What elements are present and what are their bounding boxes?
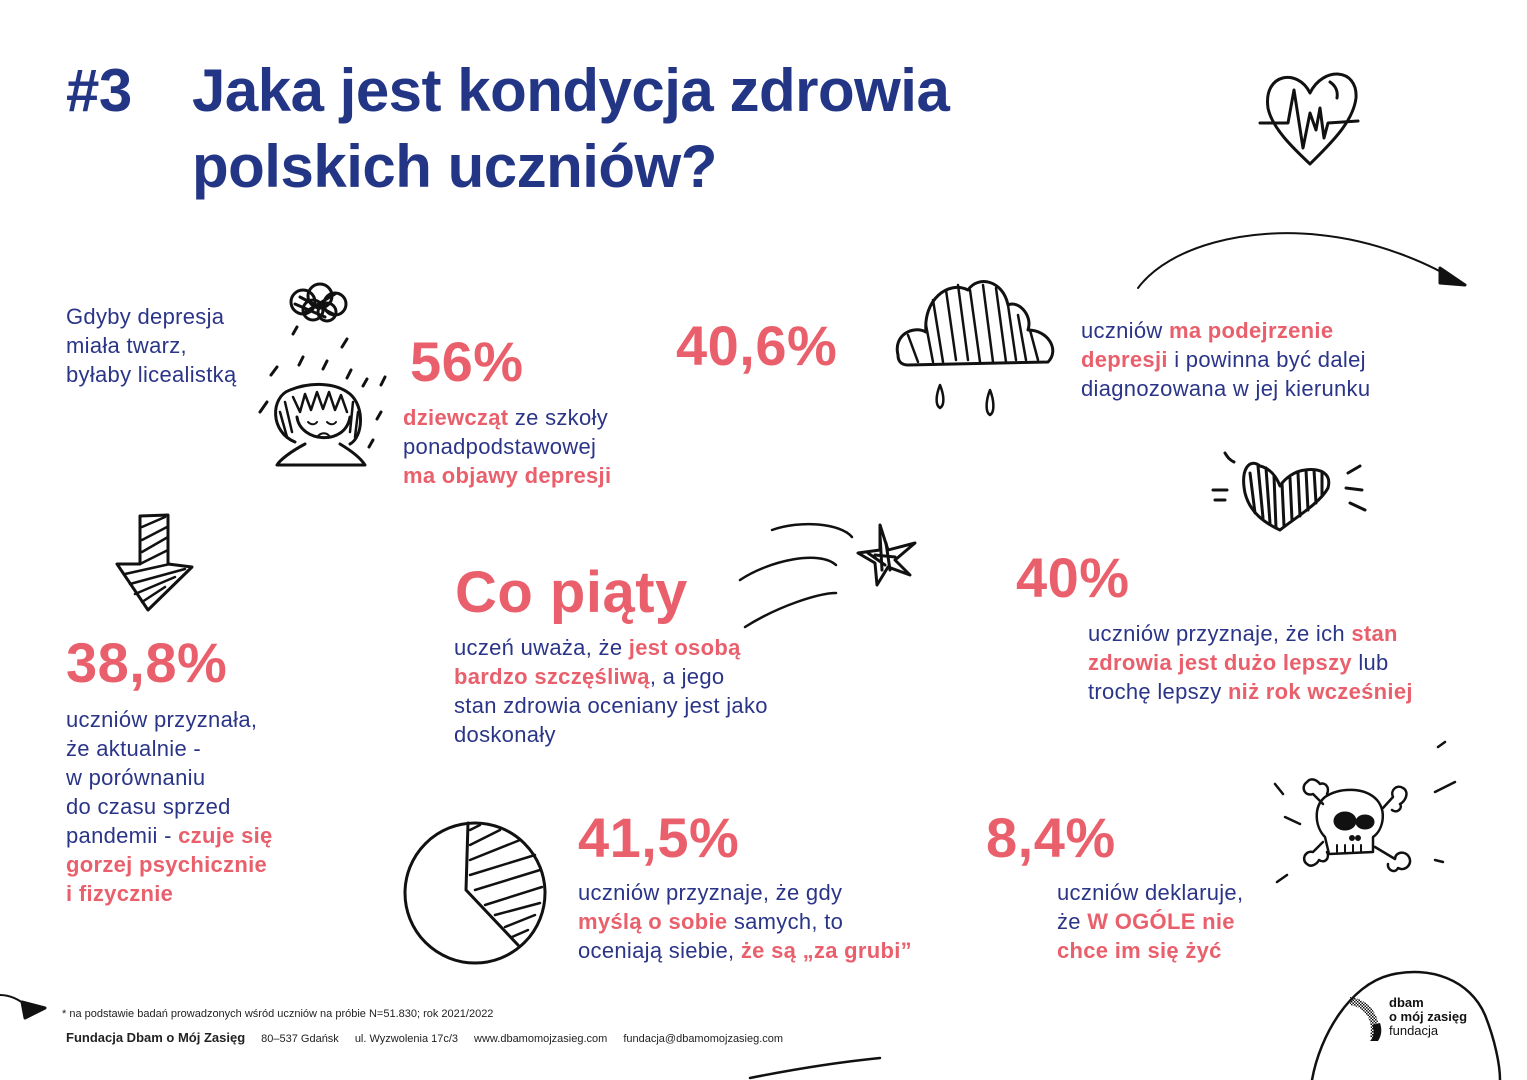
highlight: bardzo szczęśliwą bbox=[454, 664, 650, 689]
decorative-curve bbox=[748, 1056, 882, 1080]
intro-line: byłaby licealistką bbox=[66, 362, 237, 387]
text: że bbox=[1057, 909, 1088, 934]
logo-mark-icon bbox=[1350, 997, 1382, 1041]
skull-crossbones-icon bbox=[1273, 740, 1457, 884]
rain-cloud-icon bbox=[895, 280, 1055, 417]
logo-line: o mój zasięg bbox=[1389, 1009, 1468, 1024]
text: doskonały bbox=[454, 722, 556, 747]
sad-girl-icon bbox=[258, 282, 387, 467]
text: uczniów bbox=[1081, 318, 1169, 343]
highlight: czuje się bbox=[178, 823, 273, 848]
text: trochę lepszy bbox=[1088, 679, 1228, 704]
stat-body-value: 41,5% bbox=[578, 806, 740, 869]
footnote: * na podstawie badań prowadzonych wśród … bbox=[62, 1008, 494, 1020]
stat-life-desc: uczniów deklaruje, że W OGÓLE nie chce i… bbox=[1057, 878, 1243, 965]
stat-girls-value: 56% bbox=[410, 330, 524, 393]
footer-org: Fundacja Dbam o Mój Zasięg bbox=[66, 1030, 246, 1045]
logo-text: dbam o mój zasięg fundacja bbox=[1389, 996, 1467, 1038]
highlight: ma podejrzenie bbox=[1169, 318, 1334, 343]
footer-website-link[interactable]: www.dbamomojzasieg.com bbox=[474, 1033, 608, 1045]
stat-happy-value: Co piąty bbox=[455, 560, 688, 625]
highlight: gorzej psychicznie bbox=[66, 852, 268, 877]
footer-bar: Fundacja Dbam o Mój Zasięg 80–537 Gdańsk… bbox=[66, 1030, 783, 1045]
text: uczniów przyznaje, że ich bbox=[1088, 621, 1352, 646]
stat-body-desc: uczniów przyznaje, że gdy myślą o sobie … bbox=[578, 878, 912, 965]
highlight: że są „za grubi” bbox=[740, 938, 912, 963]
highlight: niż rok wcześniej bbox=[1227, 679, 1413, 704]
decorative-curve bbox=[1310, 970, 1502, 1080]
pie-chart-icon bbox=[403, 821, 547, 965]
text: uczniów przyznała, bbox=[66, 707, 258, 732]
text: pandemii - bbox=[66, 823, 179, 848]
intro-line: Gdyby depresja bbox=[66, 304, 225, 329]
highlight: jest osobą bbox=[628, 635, 741, 660]
stat-depression-desc: uczniów ma podejrzenie depresji i powinn… bbox=[1081, 316, 1370, 403]
text: ze szkoły bbox=[508, 405, 608, 430]
highlight: myślą o sobie bbox=[578, 909, 728, 934]
highlight: chce im się żyć bbox=[1057, 938, 1222, 963]
text: do czasu sprzed bbox=[66, 794, 231, 819]
curved-arrow-icon bbox=[1137, 232, 1467, 289]
text: diagnozowana w jej kierunku bbox=[1081, 376, 1371, 401]
text: w porównaniu bbox=[66, 765, 206, 790]
text: oceniają siebie, bbox=[578, 938, 741, 963]
stat-better-value: 40% bbox=[1016, 546, 1130, 609]
section-number: #3 bbox=[66, 57, 132, 124]
page-title-line1: Jaka jest kondycja zdrowia bbox=[192, 57, 950, 124]
logo-line: dbam bbox=[1389, 995, 1424, 1010]
text: że aktualnie - bbox=[66, 736, 202, 761]
text: uczniów deklaruje, bbox=[1057, 880, 1244, 905]
logo-mark bbox=[1348, 995, 1393, 1043]
highlight: ma objawy depresji bbox=[403, 463, 612, 488]
stat-better-desc: uczniów przyznaje, że ich stan zdrowia j… bbox=[1088, 619, 1413, 706]
intro-line: miała twarz, bbox=[66, 333, 187, 358]
highlight: stan bbox=[1351, 621, 1398, 646]
stat-life-value: 8,4% bbox=[986, 806, 1116, 869]
stat-depression-value: 40,6% bbox=[676, 314, 838, 377]
highlight: i fizycznie bbox=[66, 881, 174, 906]
text: uczeń uważa, że bbox=[454, 635, 629, 660]
stat-worse-value: 38,8% bbox=[66, 631, 228, 694]
highlight: W OGÓLE nie bbox=[1087, 909, 1235, 934]
text: lub bbox=[1351, 650, 1389, 675]
text: i powinna być dalej bbox=[1167, 347, 1366, 372]
text: , a jego bbox=[649, 664, 725, 689]
stat-happy-desc: uczeń uważa, że jest osobą bardzo szczęś… bbox=[454, 633, 768, 749]
logo-line: fundacja bbox=[1389, 1023, 1439, 1038]
text: ponadpodstawowej bbox=[403, 434, 597, 459]
highlight: depresji bbox=[1081, 347, 1168, 372]
highlight: dziewcząt bbox=[403, 405, 509, 430]
text: samych, to bbox=[727, 909, 844, 934]
small-arrow-icon bbox=[0, 994, 47, 1020]
highlight: zdrowia jest dużo lepszy bbox=[1088, 650, 1352, 675]
intro-text: Gdyby depresja miała twarz, byłaby licea… bbox=[66, 302, 236, 389]
footer-postal: 80–537 Gdańsk bbox=[261, 1033, 339, 1045]
heart-pulse-icon bbox=[1258, 72, 1360, 166]
footer-street: ul. Wyzwolenia 17c/3 bbox=[354, 1033, 459, 1045]
page-title-line2: polskich uczniów? bbox=[192, 133, 717, 200]
text: uczniów przyznaje, że gdy bbox=[578, 880, 843, 905]
arrow-down-icon bbox=[115, 513, 194, 612]
stat-worse-desc: uczniów przyznała, że aktualnie - w poró… bbox=[66, 705, 273, 908]
shooting-star-icon bbox=[738, 522, 917, 629]
text: stan zdrowia oceniany jest jako bbox=[454, 693, 768, 718]
heart-icon bbox=[1211, 451, 1367, 532]
footer-email-link[interactable]: fundacja@dbamomojzasieg.com bbox=[623, 1033, 784, 1045]
stat-girls-desc: dziewcząt ze szkoły ponadpodstawowej ma … bbox=[403, 403, 611, 490]
